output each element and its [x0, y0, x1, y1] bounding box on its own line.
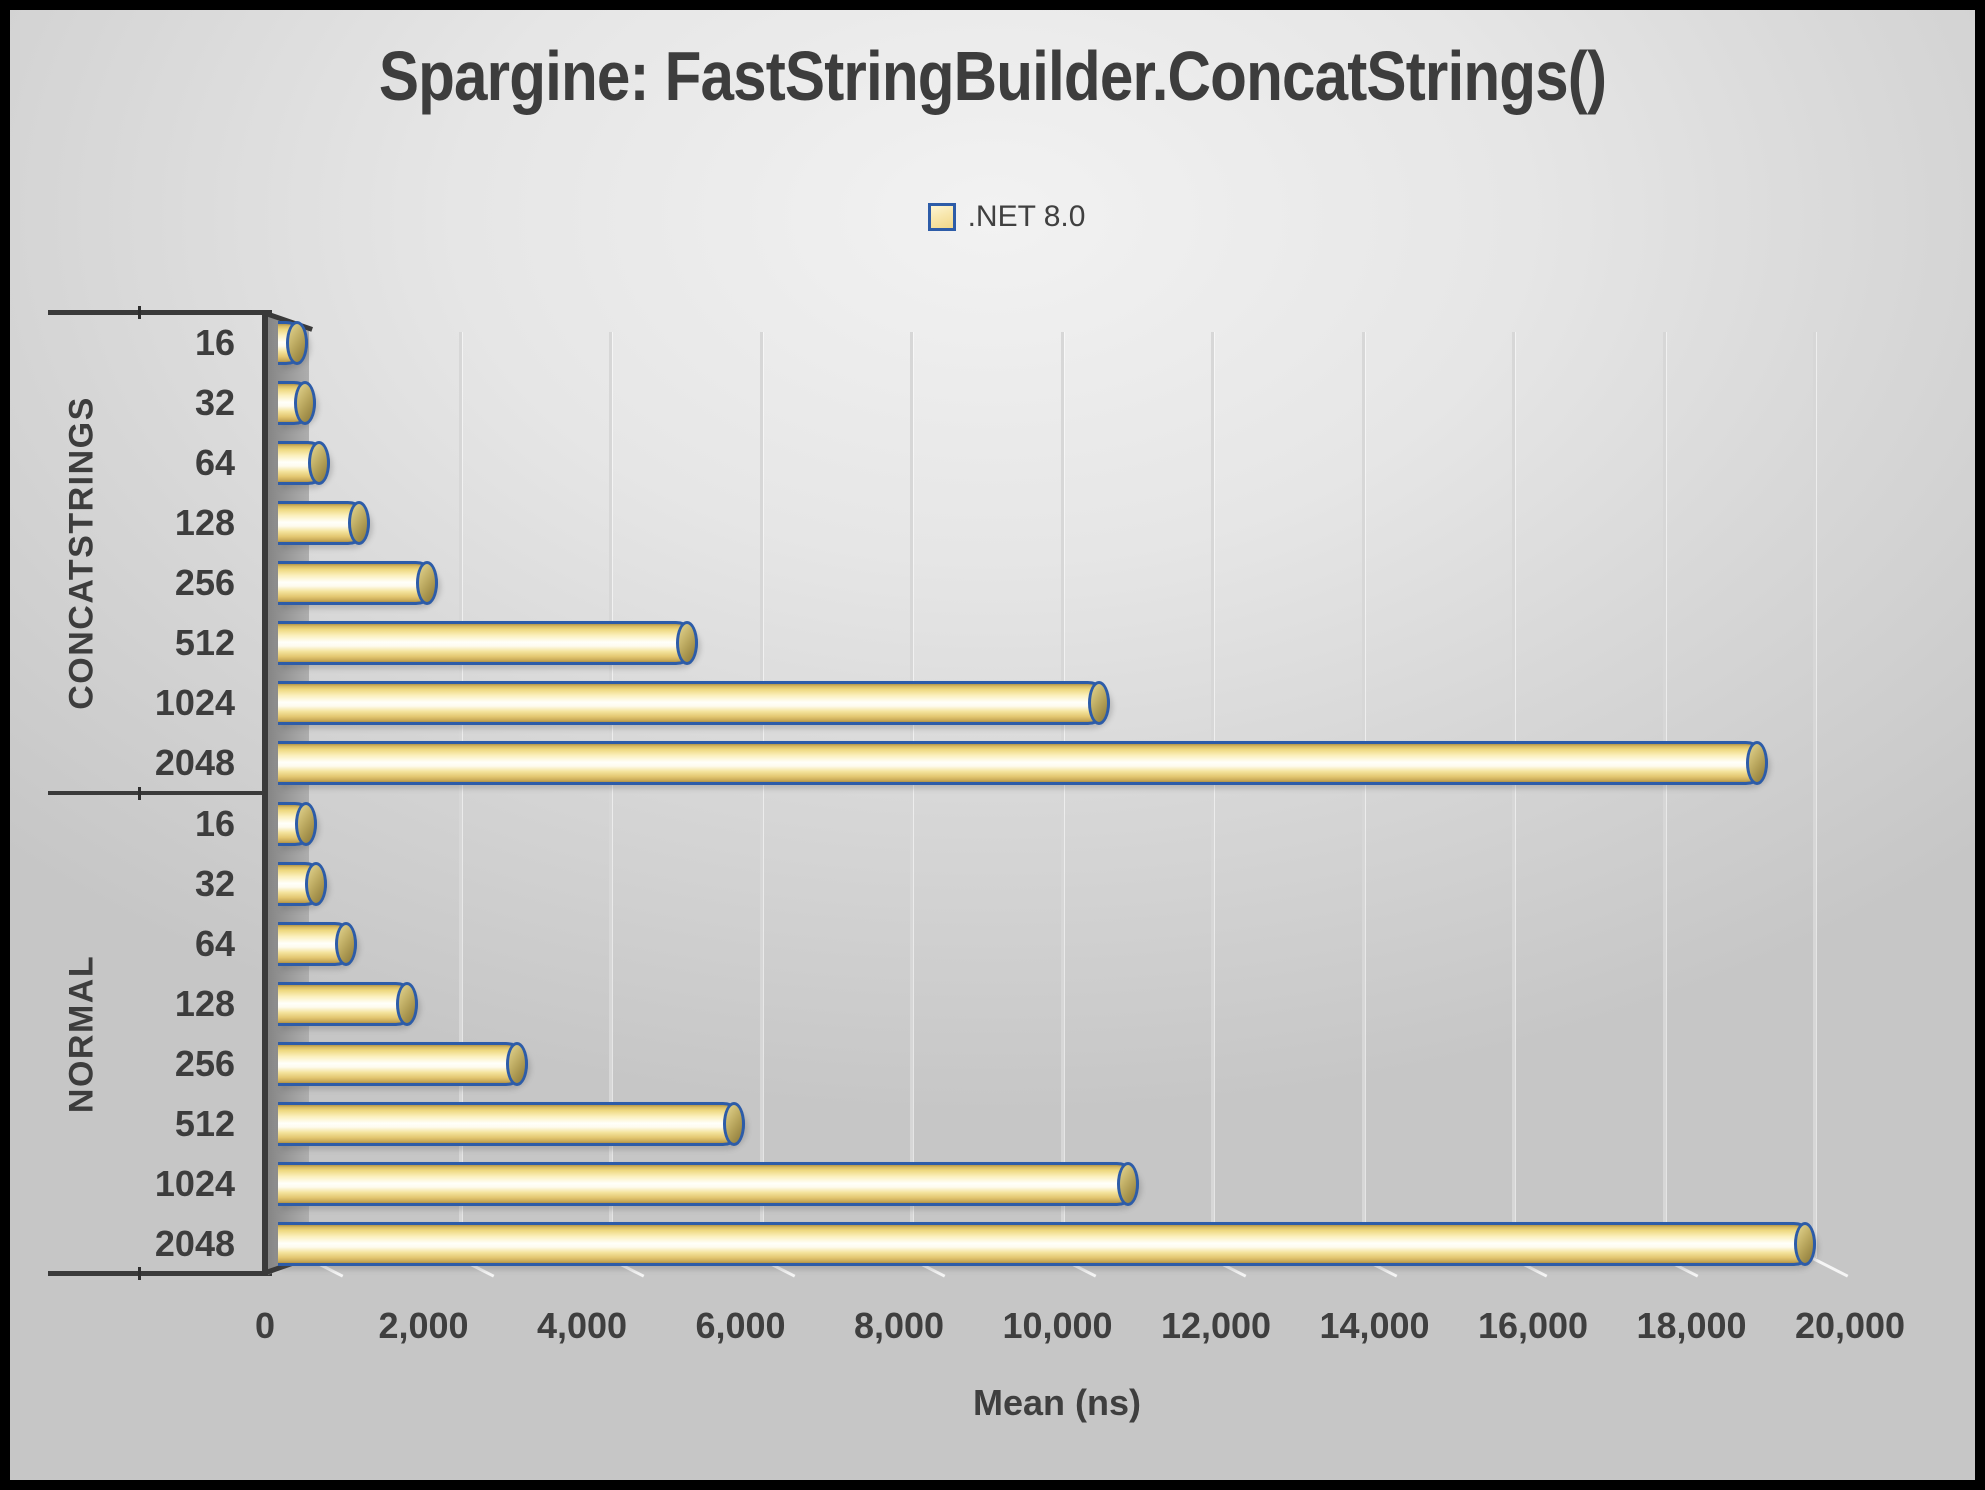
category-label-concatstrings-16: 16	[194, 322, 235, 364]
category-axis-group-divider	[48, 791, 272, 795]
x-axis-title: Mean (ns)	[972, 1382, 1142, 1423]
category-label-normal-2048: 2048	[154, 1223, 235, 1265]
bar-end-cap	[396, 981, 419, 1026]
category-axis-line-vertical	[262, 310, 270, 1276]
bar-end-cap	[1746, 741, 1769, 786]
bar-normal-16	[278, 801, 318, 846]
bar-normal-256	[278, 1041, 529, 1086]
x-tick-label: 20,000	[1794, 1305, 1906, 1346]
bar-end-cap	[307, 441, 330, 486]
gridline-10000	[1060, 332, 1064, 1258]
gridline-20000	[1813, 332, 1816, 1258]
x-tick-label: 16,000	[1477, 1305, 1589, 1346]
axis-notch	[138, 306, 141, 319]
bar-normal-1024	[278, 1161, 1140, 1206]
category-label-normal-128: 128	[174, 982, 235, 1024]
category-label-normal-256: 256	[174, 1042, 235, 1084]
gridline-16000	[1512, 332, 1515, 1258]
category-label-concatstrings-512: 512	[174, 622, 235, 664]
plot-area: 0 2,000 4,000 6,000 8,000 10,000 12,000 14,000 1…	[10, 10, 1975, 1480]
gridline-8000	[910, 332, 913, 1258]
gridline-14000	[1361, 332, 1365, 1258]
bar-end-cap	[305, 861, 328, 906]
legend-swatch-icon	[927, 203, 956, 231]
category-label-normal-16: 16	[194, 802, 235, 844]
x-tick-label: 4,000	[536, 1305, 628, 1346]
gridline-2000	[458, 332, 462, 1258]
category-axis-line-bottom	[48, 1271, 272, 1276]
gridline-6000	[759, 332, 763, 1258]
bar-end-cap	[675, 621, 698, 666]
bar-concatstrings-16	[278, 321, 308, 366]
bar-concatstrings-64	[278, 441, 330, 486]
bar-end-cap	[1088, 681, 1111, 726]
bar-concatstrings-2048	[278, 741, 1769, 786]
category-label-concatstrings-64: 64	[194, 442, 235, 484]
category-label-normal-64: 64	[194, 922, 235, 964]
bar-end-cap	[506, 1041, 529, 1086]
bar-normal-64	[278, 921, 358, 966]
bar-end-cap	[1117, 1161, 1140, 1206]
x-tick-label: 14,000	[1319, 1305, 1430, 1346]
category-axis-line-top	[48, 310, 272, 315]
bar-end-cap	[335, 921, 358, 966]
x-tick-label: 12,000	[1160, 1305, 1272, 1346]
floor-tick-20000	[1812, 1257, 1849, 1278]
legend-label: .NET 8.0	[967, 200, 1086, 233]
bar-normal-128	[278, 981, 419, 1026]
bar-normal-2048	[278, 1222, 1817, 1267]
bar-concatstrings-256	[278, 561, 439, 606]
gridline-18000	[1662, 332, 1666, 1258]
axis-notch	[138, 787, 141, 800]
gridline-4000	[609, 332, 612, 1258]
category-label-concatstrings-32: 32	[194, 382, 235, 424]
bar-end-cap	[295, 801, 318, 846]
gridline-12000	[1211, 332, 1214, 1258]
category-label-concatstrings-1024: 1024	[154, 682, 235, 724]
group-label-normal: NORMAL	[62, 954, 101, 1113]
category-label-normal-1024: 1024	[154, 1162, 235, 1204]
x-tick-label: 8,000	[853, 1305, 945, 1346]
category-label-normal-512: 512	[174, 1102, 235, 1144]
bar-concatstrings-512	[278, 621, 698, 666]
bar-end-cap	[286, 321, 308, 366]
chart-title: Spargine: FastStringBuilder.ConcatString…	[378, 37, 1607, 115]
bar-end-cap	[722, 1101, 745, 1146]
category-label-normal-32: 32	[194, 862, 235, 904]
bar-concatstrings-1024	[278, 681, 1111, 726]
legend: .NET 8.0	[10, 194, 1975, 240]
category-label-concatstrings-2048: 2048	[154, 742, 235, 784]
x-tick-label: 0	[254, 1305, 276, 1346]
bar-concatstrings-128	[278, 501, 371, 546]
bar-end-cap	[416, 561, 439, 606]
x-tick-label: 10,000	[1002, 1305, 1113, 1346]
bar-end-cap	[348, 501, 371, 546]
x-tick-label: 2,000	[378, 1305, 469, 1346]
x-tick-label: 18,000	[1636, 1305, 1747, 1346]
bar-concatstrings-32	[278, 381, 317, 426]
x-tick-label: 6,000	[695, 1305, 786, 1346]
bar-end-cap	[1794, 1222, 1817, 1267]
bar-normal-512	[278, 1101, 745, 1146]
category-label-concatstrings-256: 256	[174, 562, 235, 604]
axis-notch	[138, 1267, 141, 1280]
bar-normal-32	[278, 861, 328, 906]
category-label-concatstrings-128: 128	[174, 502, 235, 544]
bar-end-cap	[294, 381, 317, 426]
